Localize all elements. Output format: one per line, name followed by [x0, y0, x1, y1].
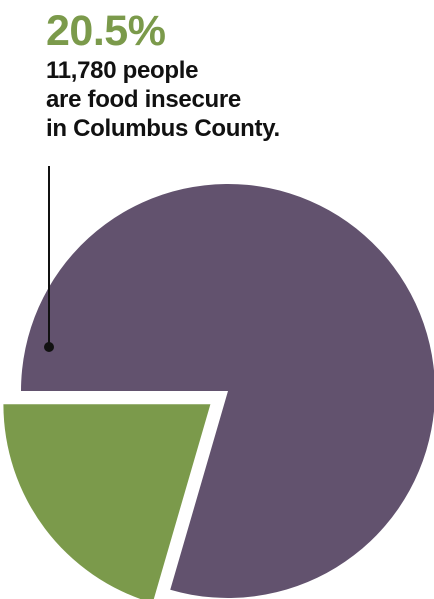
pie-slice-food-insecure [3, 404, 211, 599]
callout: 20.5% 11,780 people are food insecure in… [46, 8, 280, 143]
pie-slices [3, 184, 434, 599]
callout-line-status: are food insecure [46, 86, 241, 113]
callout-line-county: in Columbus County. [46, 115, 280, 142]
food-insecure-percent-label: 20.5% [46, 7, 166, 55]
callout-line-people: 11,780 people [46, 57, 199, 84]
pie-slice-food-secure [21, 184, 434, 598]
callout-description: 11,780 people are food insecure in Colum… [46, 56, 280, 143]
callout-leader-dot [44, 342, 54, 352]
